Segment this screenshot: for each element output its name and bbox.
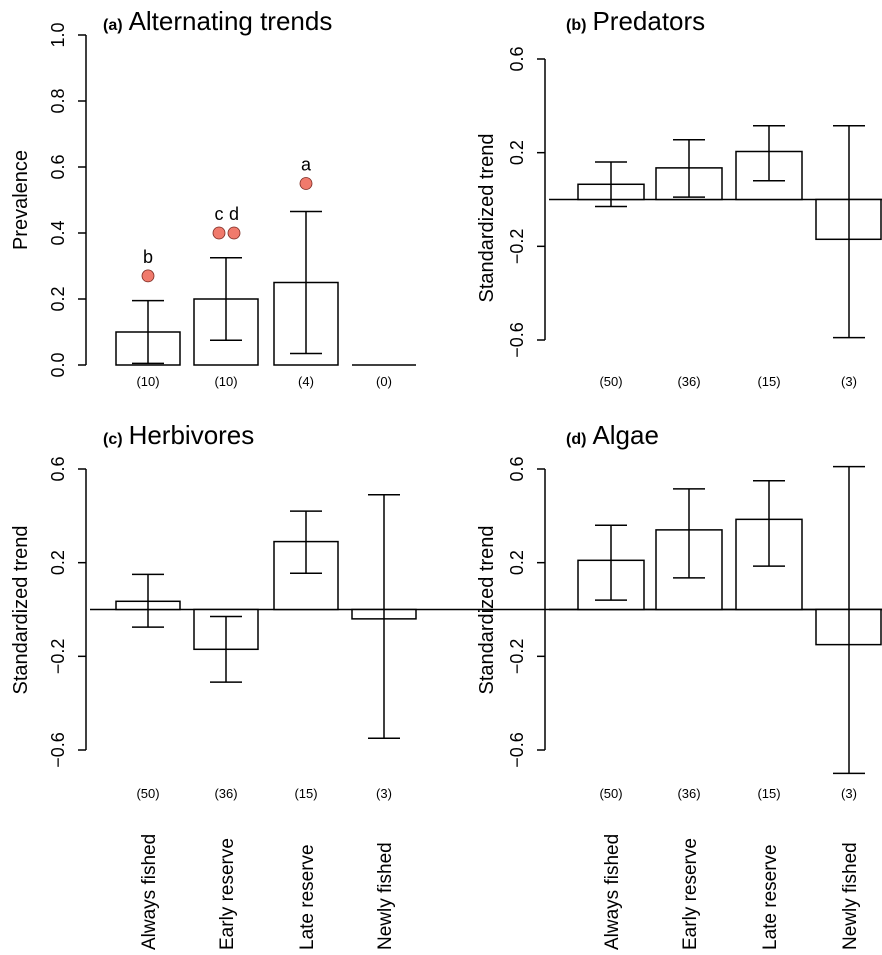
panel-a: (a) Alternating trends Prevalence 0.0 0.2 0.4… — [10, 6, 416, 389]
y-tick-label: 0.2 — [48, 286, 68, 311]
category-label: Always fished — [602, 834, 623, 950]
panel-title-text: Algae — [592, 420, 659, 450]
sample-size-label: (15) — [757, 374, 780, 389]
significance-point — [212, 226, 226, 240]
significance-point — [227, 226, 241, 240]
category-label: Newly fished — [840, 842, 861, 950]
sample-size-label: (36) — [677, 374, 700, 389]
sample-size-label: (36) — [677, 786, 700, 801]
panel-title-text: Herbivores — [129, 420, 255, 450]
y-tick-label: 0.6 — [48, 456, 68, 481]
y-tick-label: 0.2 — [507, 140, 527, 165]
panel-c: (c) Herbivores Standardized trend −0.6 −0.2 0… — [10, 420, 882, 801]
category-label: Newly fished — [375, 842, 396, 950]
significance-letter: a — [301, 155, 312, 175]
panel-d: (d) Algae Standardized trend −0.6 −0.2 0.2 0.6… — [476, 420, 882, 801]
sample-size-label: (15) — [294, 786, 317, 801]
y-axis-label: Standardized trend — [476, 133, 498, 302]
panel-title: (d) Algae — [566, 420, 659, 450]
sample-size-label: (3) — [841, 786, 857, 801]
y-tick-label: −0.6 — [507, 322, 527, 358]
panel-title-letter: (d) — [566, 431, 586, 448]
significance-point — [141, 269, 155, 283]
y-tick-label: 0.8 — [48, 88, 68, 113]
panel-title-letter: (c) — [103, 431, 123, 448]
y-tick-label: 0.4 — [48, 220, 68, 245]
y-axis-label: Standardized trend — [476, 525, 498, 694]
y-tick-label: −0.2 — [507, 639, 527, 675]
panel-title: (a) Alternating trends — [103, 6, 332, 36]
category-label: Always fished — [139, 834, 160, 950]
panel-title-letter: (a) — [103, 17, 123, 34]
sample-size-label: (50) — [136, 786, 159, 801]
y-tick-label: 0.2 — [507, 550, 527, 575]
panel-title-text: Alternating trends — [129, 6, 333, 36]
panel-title-text: Predators — [592, 6, 705, 36]
y-tick-label: −0.6 — [507, 732, 527, 768]
category-label: Late reserve — [297, 844, 318, 950]
sample-size-label: (15) — [757, 786, 780, 801]
panel-title-letter: (b) — [566, 17, 586, 34]
category-label: Late reserve — [760, 844, 781, 950]
y-tick-label: 0.2 — [48, 550, 68, 575]
y-tick-label: 0.6 — [48, 154, 68, 179]
y-tick-label: 1.0 — [48, 22, 68, 47]
y-tick-label: 0.6 — [507, 456, 527, 481]
y-tick-label: −0.6 — [48, 732, 68, 768]
sample-size-label: (4) — [298, 374, 314, 389]
sample-size-label: (10) — [214, 374, 237, 389]
category-label: Early reserve — [680, 838, 701, 950]
y-axis-label: Prevalence — [10, 150, 32, 250]
significance-letter: c — [215, 204, 224, 224]
y-tick-label: 0.0 — [48, 352, 68, 377]
significance-letter: d — [229, 204, 239, 224]
y-tick-label: −0.2 — [48, 639, 68, 675]
category-label: Early reserve — [217, 838, 238, 950]
sample-size-label: (10) — [136, 374, 159, 389]
sample-size-label: (50) — [599, 786, 622, 801]
panel-b: (b) Predators Standardized trend −0.6 −0.2 0.… — [476, 6, 882, 389]
significance-letter: b — [143, 247, 153, 267]
y-axis-label: Standardized trend — [10, 525, 32, 694]
y-tick-label: 0.6 — [507, 46, 527, 71]
sample-size-label: (36) — [214, 786, 237, 801]
sample-size-label: (50) — [599, 374, 622, 389]
y-tick-label: −0.2 — [507, 229, 527, 265]
sample-size-label: (3) — [376, 786, 392, 801]
panel-title: (b) Predators — [566, 6, 705, 36]
panel-title: (c) Herbivores — [103, 420, 254, 450]
sample-size-label: (0) — [376, 374, 392, 389]
sample-size-label: (3) — [841, 374, 857, 389]
significance-point — [299, 177, 313, 190]
